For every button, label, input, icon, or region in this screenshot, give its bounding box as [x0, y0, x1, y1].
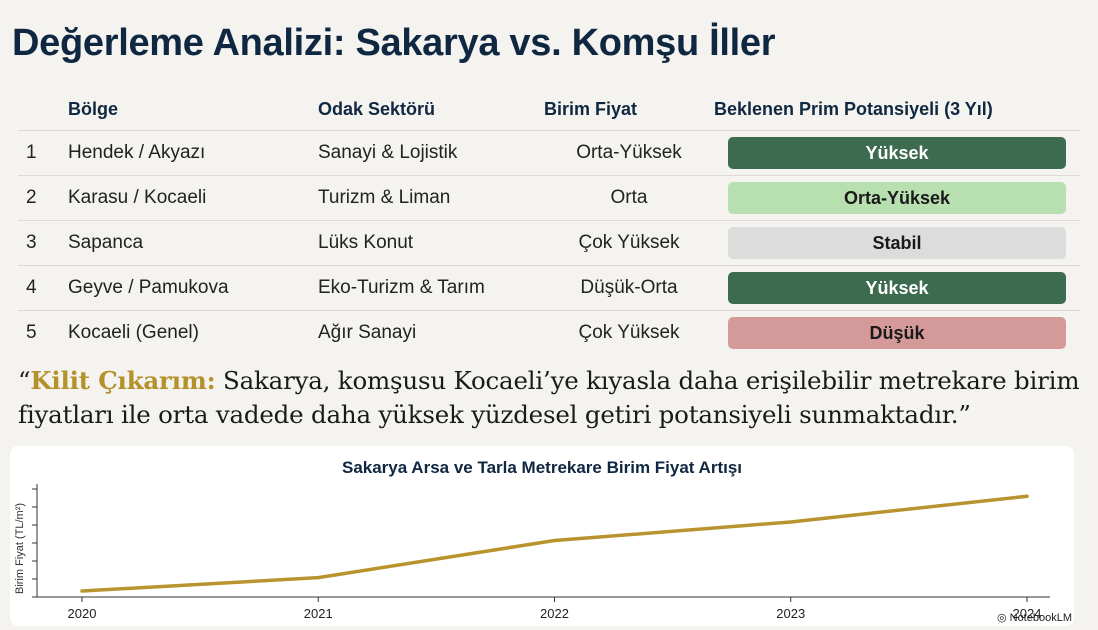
table-body: 1 Hendek / Akyazı Sanayi & Lojistik Orta… [18, 130, 1080, 355]
row-index: 2 [18, 175, 68, 221]
row-sector: Eko-Turizm & Tarım [318, 265, 544, 311]
price-chart-card: Sakarya Arsa ve Tarla Metrekare Birim Fi… [10, 446, 1074, 626]
header-index [18, 88, 68, 131]
table-row: 2 Karasu / Kocaeli Turizm & Liman Orta O… [18, 175, 1080, 221]
quote-open-mark: “ [18, 366, 31, 395]
x-axis-ticks: 2020 2021 2022 2023 2024 [68, 597, 1042, 621]
row-sector: Sanayi & Lojistik [318, 130, 544, 176]
row-sector: Ağır Sanayi [318, 310, 544, 355]
header-price: Birim Fiyat [544, 98, 638, 119]
series-point [1025, 494, 1029, 498]
row-sector: Lüks Konut [318, 220, 544, 266]
premium-badge: Stabil [728, 227, 1066, 259]
premium-badge: Yüksek [728, 137, 1066, 169]
brand-label: ◎ NotebookLM [997, 611, 1072, 624]
key-takeaway-quote: “Kilit Çıkarım: Sakarya, komşusu Kocaeli… [18, 364, 1088, 432]
series-point [316, 576, 320, 580]
row-price: Orta-Yüksek [544, 130, 714, 176]
table-row: 3 Sapanca Lüks Konut Çok Yüksek Stabil [18, 220, 1080, 266]
premium-badge: Orta-Yüksek [728, 182, 1066, 214]
table-row: 1 Hendek / Akyazı Sanayi & Lojistik Orta… [18, 130, 1080, 176]
row-sector: Turizm & Liman [318, 175, 544, 221]
row-index: 3 [18, 220, 68, 266]
row-region: Karasu / Kocaeli [68, 175, 318, 221]
comparison-table: Bölge Odak Sektörü Birim Fiyat Beklenen … [18, 88, 1080, 355]
row-price: Çok Yüksek [544, 220, 714, 266]
row-price: Düşük-Orta [544, 265, 714, 311]
brand-icon: ◎ [996, 612, 1007, 624]
quote-text: Sakarya, komşusu Kocaeli’ye kıyasla daha… [18, 366, 1080, 429]
price-line-chart: Sakarya Arsa ve Tarla Metrekare Birim Fi… [14, 458, 1050, 621]
header-premium: Beklenen Prim Potansiyeli (3 Yıl) [714, 98, 993, 119]
table-row: 5 Kocaeli (Genel) Ağır Sanayi Çok Yüksek… [18, 310, 1080, 355]
series-point [789, 520, 793, 524]
x-tick-label: 2023 [776, 606, 805, 621]
table-row: 4 Geyve / Pamukova Eko-Turizm & Tarım Dü… [18, 265, 1080, 311]
header-sector: Odak Sektörü [318, 98, 436, 119]
series-point [553, 539, 556, 543]
row-index: 1 [18, 130, 68, 176]
x-tick-label: 2022 [540, 606, 569, 621]
x-tick-label: 2020 [68, 606, 97, 621]
premium-badge: Yüksek [728, 272, 1066, 304]
x-tick-label: 2021 [304, 606, 333, 621]
series-point [80, 589, 84, 593]
chart-axes [32, 484, 1050, 598]
row-index: 5 [18, 310, 68, 355]
row-index: 4 [18, 265, 68, 311]
page-title: Değerleme Analizi: Sakarya vs. Komşu İll… [12, 22, 776, 64]
brand-text: NotebookLM [1009, 612, 1072, 624]
premium-badge: Düşük [728, 317, 1066, 349]
row-region: Hendek / Akyazı [68, 130, 318, 176]
y-axis-label: Birim Fiyat (TL/m²) [14, 503, 26, 594]
x-tick-label: 2024 [1013, 606, 1042, 621]
row-price: Çok Yüksek [544, 310, 714, 355]
series-line [80, 494, 1029, 593]
row-region: Kocaeli (Genel) [68, 310, 318, 355]
quote-highlight: Kilit Çıkarım: [30, 366, 216, 395]
row-price: Orta [544, 175, 714, 221]
header-region: Bölge [68, 98, 119, 119]
chart-series [80, 494, 1029, 593]
row-region: Sapanca [68, 220, 318, 266]
chart-title: Sakarya Arsa ve Tarla Metrekare Birim Fi… [342, 458, 742, 477]
table-header-row: Bölge Odak Sektörü Birim Fiyat Beklenen … [18, 88, 1080, 131]
row-region: Geyve / Pamukova [68, 265, 318, 311]
